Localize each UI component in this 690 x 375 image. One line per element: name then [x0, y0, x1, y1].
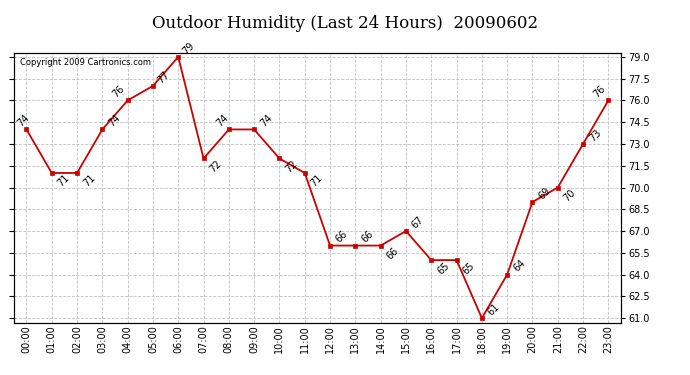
- Text: 74: 74: [106, 113, 122, 129]
- Text: 74: 74: [15, 113, 31, 129]
- Text: 74: 74: [215, 113, 230, 129]
- Text: 74: 74: [258, 113, 274, 129]
- Text: 66: 66: [385, 246, 401, 261]
- Text: 64: 64: [511, 258, 527, 274]
- Text: Outdoor Humidity (Last 24 Hours)  20090602: Outdoor Humidity (Last 24 Hours) 2009060…: [152, 15, 538, 32]
- Text: 72: 72: [208, 159, 224, 174]
- Text: Copyright 2009 Cartronics.com: Copyright 2009 Cartronics.com: [20, 58, 151, 67]
- Text: 71: 71: [56, 173, 72, 189]
- Text: 71: 71: [81, 173, 97, 189]
- Text: 73: 73: [587, 128, 603, 143]
- Text: 69: 69: [537, 186, 553, 201]
- Text: 79: 79: [181, 40, 197, 56]
- Text: 71: 71: [309, 173, 325, 189]
- Text: 65: 65: [461, 260, 477, 276]
- Text: 76: 76: [592, 84, 607, 100]
- Text: 70: 70: [562, 188, 578, 203]
- Text: 72: 72: [284, 159, 299, 174]
- Text: 61: 61: [486, 302, 502, 317]
- Text: 67: 67: [410, 214, 426, 230]
- Text: 66: 66: [359, 229, 375, 245]
- Text: 66: 66: [334, 229, 350, 245]
- Text: 77: 77: [156, 69, 172, 85]
- Text: 65: 65: [435, 260, 451, 276]
- Text: 76: 76: [111, 84, 127, 100]
